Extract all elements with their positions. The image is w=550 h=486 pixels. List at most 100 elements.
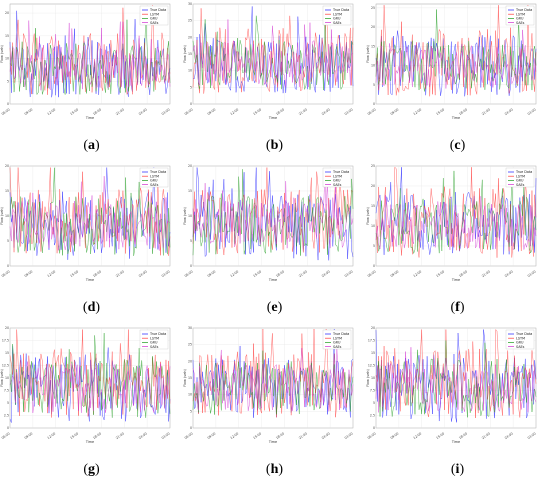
x-tick-label: 06:00 bbox=[367, 432, 377, 441]
series-line-gru bbox=[192, 169, 354, 256]
y-tick-label: 0 bbox=[373, 426, 375, 430]
y-tick-label: 5 bbox=[190, 85, 192, 89]
legend-label: LSTM bbox=[150, 174, 159, 178]
legend-label: True Data bbox=[149, 332, 166, 336]
legend-label: SAEs bbox=[516, 21, 525, 25]
x-tick-label: 12:00 bbox=[46, 108, 56, 117]
legend-label: LSTM bbox=[516, 336, 525, 340]
series-line-true-data bbox=[9, 167, 171, 260]
panel-caption: (b) bbox=[265, 138, 284, 153]
y-tick-label: 5 bbox=[373, 244, 375, 248]
y-tick-label: 0 bbox=[373, 264, 375, 268]
y-tick-label: 20 bbox=[5, 164, 9, 168]
y-tick-label: 15 bbox=[5, 189, 9, 193]
x-tick-label: 21:00 bbox=[298, 108, 308, 117]
x-tick-label: 03:00 bbox=[344, 270, 354, 279]
x-axis-label: Time bbox=[85, 278, 94, 282]
panel-caption: (f) bbox=[450, 300, 465, 315]
panel-caption: (d) bbox=[82, 300, 101, 315]
x-tick-label: 09:00 bbox=[390, 108, 400, 117]
legend-label: SAEs bbox=[333, 345, 342, 349]
y-tick-label: 25 bbox=[188, 19, 192, 23]
x-tick-label: 12:00 bbox=[412, 108, 422, 117]
x-tick-label: 06:00 bbox=[184, 432, 194, 441]
panel-f: 0 5 10 15 20 25 06:00 09:00 12:00 15:00 18:00 21:00… bbox=[366, 162, 549, 324]
y-tick-label: 0 bbox=[373, 102, 375, 106]
x-tick-label: 09:00 bbox=[207, 270, 217, 279]
y-tick-label: 5 bbox=[190, 239, 192, 243]
series-line-saes bbox=[375, 29, 537, 89]
series-line-saes bbox=[375, 195, 537, 251]
legend-label: True Data bbox=[149, 170, 166, 174]
x-tick-label: 12:00 bbox=[229, 270, 239, 279]
x-tick-label: 03:00 bbox=[344, 108, 354, 117]
x-tick-label: 09:00 bbox=[390, 270, 400, 279]
x-tick-label: 24:00 bbox=[321, 270, 331, 279]
series-line-lstm bbox=[9, 5, 171, 96]
legend-box bbox=[322, 5, 352, 26]
x-tick-label: 09:00 bbox=[24, 108, 34, 117]
y-tick-label: 5 bbox=[7, 79, 9, 83]
chart-a: 0 5 10 15 20 06:00 09:00 12:00 15:00 18:00 21:00 24… bbox=[0, 3, 171, 120]
series-line-true-data bbox=[375, 30, 537, 97]
chart-c: 0 5 10 15 20 25 06:00 09:00 12:00 15:00 18:00 21:00… bbox=[366, 3, 537, 120]
y-axis-label: Flow (veh) bbox=[183, 44, 187, 62]
x-tick-label: 03:00 bbox=[344, 432, 354, 441]
x-tick-label: 03:00 bbox=[161, 270, 171, 279]
x-tick-label: 15:00 bbox=[435, 432, 445, 441]
x-tick-label: 06:00 bbox=[367, 270, 377, 279]
series-line-saes bbox=[192, 19, 354, 88]
x-tick-label: 03:00 bbox=[161, 108, 171, 117]
panel-caption: (c) bbox=[449, 138, 466, 153]
legend-box bbox=[322, 329, 352, 350]
legend-label: LSTM bbox=[150, 336, 159, 340]
legend-label: GRU bbox=[333, 17, 341, 21]
y-tick-label: 20 bbox=[371, 184, 375, 188]
x-tick-label: 15:00 bbox=[252, 432, 262, 441]
series-line-saes bbox=[9, 20, 171, 91]
legend-label: True Data bbox=[515, 8, 532, 12]
x-tick-label: 21:00 bbox=[298, 432, 308, 441]
y-tick-label: 30 bbox=[188, 2, 192, 6]
panel-caption-letter: d bbox=[87, 300, 96, 315]
x-tick-label: 09:00 bbox=[24, 270, 34, 279]
panel-caption-letter: f bbox=[455, 300, 460, 315]
y-axis-label: Flow (veh) bbox=[0, 368, 4, 386]
legend-label: LSTM bbox=[333, 12, 342, 16]
x-tick-label: 12:00 bbox=[412, 270, 422, 279]
y-tick-label: 15 bbox=[371, 204, 375, 208]
y-tick-label: 17.5 bbox=[2, 339, 9, 343]
panel-caption-letter: i bbox=[455, 462, 460, 477]
y-tick-label: 20 bbox=[188, 359, 192, 363]
y-tick-label: 12.5 bbox=[2, 364, 9, 368]
legend-label: True Data bbox=[515, 332, 532, 336]
legend-label: LSTM bbox=[333, 174, 342, 178]
y-tick-label: 10 bbox=[188, 393, 192, 397]
x-tick-label: 06:00 bbox=[367, 108, 377, 117]
y-axis-label: Flow (veh) bbox=[366, 368, 370, 386]
panel-caption: (h) bbox=[265, 462, 284, 477]
y-tick-label: 0 bbox=[7, 426, 9, 430]
y-tick-label: 15 bbox=[5, 34, 9, 38]
panel-caption: (a) bbox=[83, 138, 100, 153]
chart-d: 0 5 10 15 20 06:00 09:00 12:00 15:00 18:00 21:00 24… bbox=[0, 164, 171, 282]
legend-label: True Data bbox=[149, 8, 166, 12]
x-tick-label: 15:00 bbox=[69, 270, 79, 279]
legend-label: LSTM bbox=[150, 12, 159, 16]
legend-label: SAEs bbox=[150, 21, 159, 25]
y-tick-label: 15 bbox=[371, 44, 375, 48]
x-axis-label: Time bbox=[268, 116, 277, 120]
x-tick-label: 09:00 bbox=[24, 432, 34, 441]
y-tick-label: 5 bbox=[7, 239, 9, 243]
chart-g: 0 2.5 5 7.5 10 12.5 15 17.5 20 06:00 09:00 12:00 15:… bbox=[0, 326, 171, 444]
legend-label: GRU bbox=[333, 341, 341, 345]
y-tick-label: 25 bbox=[371, 164, 375, 168]
x-tick-label: 18:00 bbox=[458, 270, 468, 279]
y-tick-label: 2.5 bbox=[4, 414, 9, 418]
panel-h: 0 5 10 15 20 25 30 06:00 09:00 12:00 15:00 18:00 21:… bbox=[183, 324, 366, 486]
chart-e: 0 5 10 15 20 06:00 09:00 12:00 15:00 18:00 21:00 24… bbox=[183, 164, 354, 282]
series-line-saes bbox=[9, 176, 171, 251]
y-axis-label: Flow (veh) bbox=[366, 206, 370, 224]
y-tick-label: 5 bbox=[373, 83, 375, 87]
panel-caption: (e) bbox=[266, 300, 283, 315]
